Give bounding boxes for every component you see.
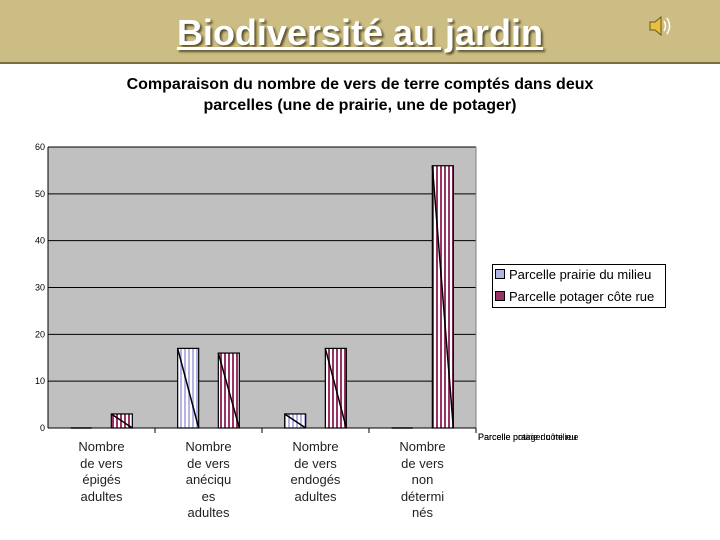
x-category-label-line: adultes [294, 488, 337, 504]
bar [217, 352, 241, 429]
legend-label-prairie: Parcelle prairie du milieu [509, 267, 652, 282]
chart-title: Comparaison du nombre de vers de terre c… [60, 74, 660, 116]
slide-header: Biodiversité au jardin [0, 0, 720, 64]
x-category-label-line: de vers [294, 455, 337, 471]
x-category-label-line: Nombre [292, 439, 339, 454]
legend-swatch-prairie [495, 269, 505, 279]
y-tick-label: 20 [35, 329, 45, 339]
legend-swatch-potager [495, 291, 505, 301]
x-category-label-line: de vers [187, 455, 230, 471]
x-category-label-line: Nombre [399, 439, 446, 454]
x-category-label-line: Nombre [78, 439, 125, 454]
overlapping-legend-text: Parcelle prairie du milieu Parcelle pota… [478, 432, 598, 444]
x-category-label-line: anéciqu [185, 472, 232, 487]
x-category-label-line: endogés [290, 472, 341, 487]
bar [110, 413, 133, 429]
x-category-label: Nombre de vers non détermi nés [391, 439, 455, 522]
x-category-label-line: de vers [401, 455, 444, 471]
chart-title-line-2: parcelles (une de prairie, une de potage… [203, 97, 517, 114]
legend: Parcelle prairie du milieu Parcelle pota… [492, 264, 666, 308]
x-category-label-line: nés [412, 505, 433, 520]
x-category-label-line: es [201, 488, 216, 504]
x-category-label-line: de vers [80, 455, 123, 471]
y-tick-label: 50 [35, 189, 45, 199]
y-tick-label: 10 [35, 376, 45, 386]
x-category-label: Nombre de vers anéciqu es adultes [177, 439, 241, 522]
y-tick-label: 0 [40, 423, 45, 433]
x-category-label-line: épigés [82, 472, 121, 487]
x-category-label-line: détermi [400, 488, 445, 504]
chart-title-line-1: Comparaison du nombre de vers de terre c… [126, 76, 594, 93]
x-category-label-line: adultes [80, 488, 123, 504]
x-category-label: Nombre de vers endogés adultes [284, 439, 348, 505]
bar [284, 413, 307, 429]
y-tick-label: 40 [35, 236, 45, 246]
overlap-label-prairie: Parcelle prairie du milieu [478, 432, 577, 442]
legend-item-potager: Parcelle potager côte rue [495, 289, 654, 304]
y-tick-label: 30 [35, 283, 45, 293]
x-category-label-line: non [411, 472, 434, 487]
overlap-label-potager: Parcelle potager côte rue [478, 432, 579, 442]
x-category-label-line: Nombre [185, 439, 232, 454]
legend-label-potager: Parcelle potager côte rue [509, 289, 655, 304]
speaker-icon[interactable] [646, 12, 674, 40]
bar [431, 165, 455, 429]
y-tick-label: 60 [35, 142, 45, 152]
x-category-label: Nombre de vers épigés adultes [70, 439, 134, 505]
bar [176, 347, 200, 429]
slide-title: Biodiversité au jardin [176, 12, 544, 53]
legend-item-prairie: Parcelle prairie du milieu [495, 267, 651, 282]
bar [324, 347, 348, 429]
x-category-label-line: adultes [187, 505, 230, 520]
